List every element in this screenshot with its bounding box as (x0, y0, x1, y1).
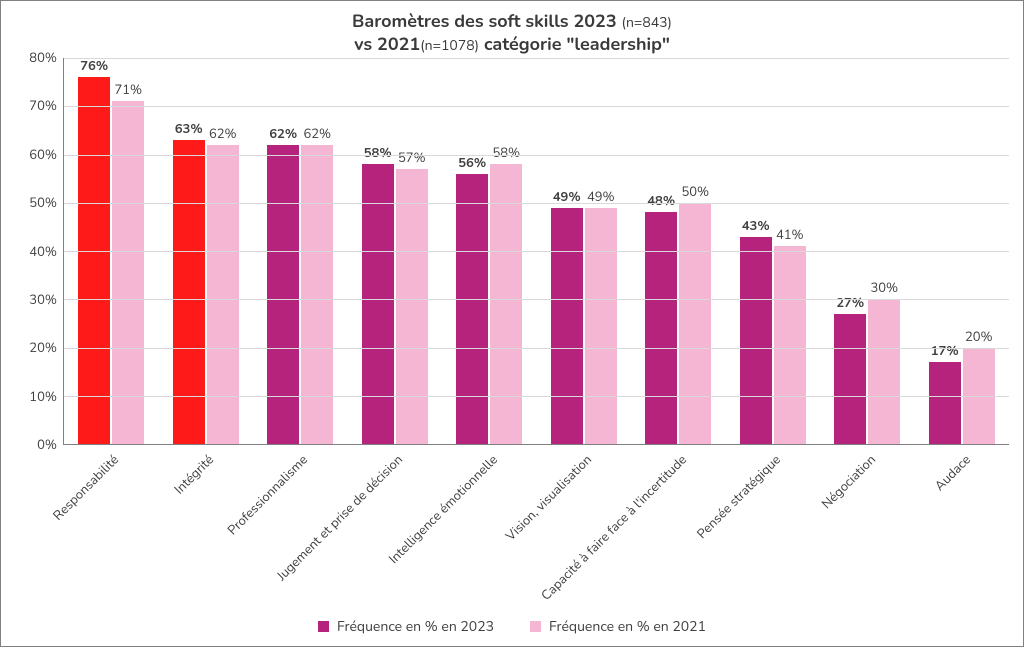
legend-label: Fréquence en % en 2021 (549, 617, 706, 636)
gridline (64, 348, 1009, 349)
bar-value-label: 27% (836, 294, 864, 314)
bar-freq_2021: 71% (112, 101, 144, 444)
bar-freq_2021: 57% (396, 169, 428, 444)
bar-value-label: 57% (398, 149, 426, 169)
gridline (64, 106, 1009, 107)
x-tick-label: Négociation (820, 445, 915, 615)
y-tick-label: 0% (37, 436, 57, 454)
bar-value-label: 62% (303, 125, 331, 145)
legend-label: Fréquence en % en 2023 (337, 617, 494, 636)
y-tick-label: 40% (29, 243, 57, 261)
bar-freq_2021: 41% (774, 246, 806, 444)
x-axis-labels: ResponsabilitéIntégritéProfessionnalisme… (63, 445, 1009, 615)
bar-value-label: 62% (209, 125, 237, 145)
bar-freq_2023: 17% (929, 362, 961, 444)
title-1-bold: Baromètres des soft skills 2023 (352, 10, 617, 34)
y-tick-label: 30% (29, 291, 57, 309)
bar-value-label: 49% (553, 188, 581, 208)
legend-item: Fréquence en % en 2023 (318, 617, 494, 636)
x-tick-label: Audace (914, 445, 1009, 615)
bar-value-label: 71% (114, 81, 142, 101)
bar-value-label: 41% (776, 226, 804, 246)
chart-title: Baromètres des soft skills 2023 (n=843) … (15, 11, 1009, 56)
legend-swatch (530, 621, 541, 632)
gridline (64, 203, 1009, 204)
x-tick-label: Responsabilité (63, 445, 158, 615)
bar-freq_2023: 49% (551, 208, 583, 444)
y-tick-label: 80% (29, 49, 57, 67)
y-tick-label: 60% (29, 146, 57, 164)
bar-value-label: 30% (870, 279, 898, 299)
chart-frame: Baromètres des soft skills 2023 (n=843) … (0, 0, 1024, 647)
bar-freq_2021: 49% (585, 208, 617, 444)
bar-freq_2023: 76% (78, 77, 110, 444)
bar-freq_2021: 58% (490, 164, 522, 444)
title-1-small: (n=843) (622, 13, 672, 32)
bar-freq_2023: 43% (740, 237, 772, 444)
bar-freq_2021: 62% (301, 145, 333, 444)
bar-freq_2023: 48% (645, 212, 677, 444)
bar-freq_2021: 50% (679, 203, 711, 444)
gridline (64, 58, 1009, 59)
y-axis: 0%10%20%30%40%50%60%70%80% (15, 58, 63, 445)
x-tick-label: Pensée stratégique (725, 445, 820, 615)
bar-freq_2023: 63% (173, 140, 205, 444)
gridline (64, 299, 1009, 300)
gridline (64, 155, 1009, 156)
legend-item: Fréquence en % en 2021 (530, 617, 706, 636)
chart-title-line-1: Baromètres des soft skills 2023 (n=843) (15, 11, 1009, 34)
bar-freq_2023: 62% (267, 145, 299, 444)
bar-value-label: 20% (965, 328, 993, 348)
bar-freq_2023: 27% (834, 314, 866, 444)
x-axis-spacer (15, 445, 63, 615)
plot-area: 76%71%63%62%62%62%58%57%56%58%49%49%48%5… (63, 58, 1009, 445)
bar-freq_2021: 62% (207, 145, 239, 444)
bar-value-label: 56% (458, 154, 486, 174)
y-tick-label: 50% (29, 194, 57, 212)
gridline (64, 396, 1009, 397)
title-2-bold-a: vs 2021 (354, 33, 420, 57)
bar-freq_2021: 30% (868, 299, 900, 444)
bar-freq_2023: 58% (362, 164, 394, 444)
x-axis-labels-row: ResponsabilitéIntégritéProfessionnalisme… (15, 445, 1009, 615)
y-tick-label: 70% (29, 97, 57, 115)
chart-plot-wrap: 0%10%20%30%40%50%60%70%80% 76%71%63%62%6… (15, 58, 1009, 445)
bar-freq_2023: 56% (456, 174, 488, 444)
legend-swatch (318, 621, 329, 632)
bar-value-label: 50% (681, 183, 709, 203)
bar-value-label: 49% (587, 188, 615, 208)
bar-value-label: 43% (742, 217, 770, 237)
legend: Fréquence en % en 2023 Fréquence en % en … (15, 615, 1009, 642)
title-2-small: (n=1078) (420, 36, 479, 55)
gridline (64, 251, 1009, 252)
bar-value-label: 17% (931, 342, 959, 362)
chart-title-line-2: vs 2021(n=1078) catégorie "leadership" (15, 34, 1009, 57)
title-2-bold-b: catégorie "leadership" (479, 33, 670, 57)
y-tick-label: 10% (29, 388, 57, 406)
y-tick-label: 20% (29, 339, 57, 357)
bar-value-label: 62% (269, 125, 297, 145)
bar-value-label: 76% (80, 57, 108, 77)
bar-value-label: 63% (175, 120, 203, 140)
